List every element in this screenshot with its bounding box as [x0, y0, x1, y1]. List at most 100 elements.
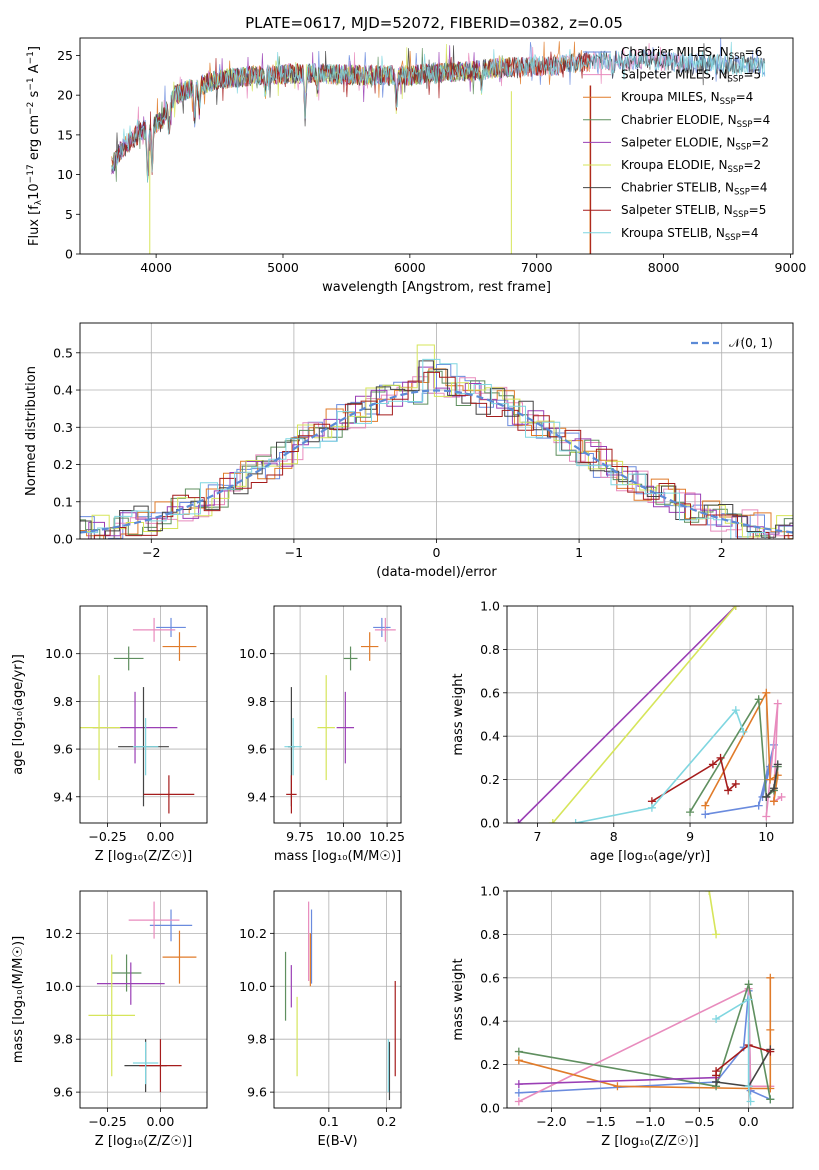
weight-line-kroupa-elodie: [708, 891, 717, 935]
x-tick-label: −1.5: [586, 1114, 616, 1129]
error-bars: [284, 901, 396, 1101]
legend-entry: Kroupa MILES, NSSP=4: [621, 90, 753, 107]
mass-vs-EBV-panel: 0.1 0.2 9.6 9.8 10.0 10.2 E(B-V): [239, 890, 402, 1149]
y-tick-label: 0.1: [53, 494, 73, 509]
plot-frame: [506, 890, 794, 1109]
y-tick-label: 1.0: [480, 884, 500, 899]
weight-line-salpeter-miles: [765, 703, 782, 817]
y-axis-label: mass weight: [451, 673, 466, 755]
y-axis-label: mass [log₁₀(M/M☉)]: [11, 936, 26, 1063]
x-tick-label: 4000: [140, 260, 172, 275]
x-tick-label: −0.5: [684, 1114, 714, 1129]
x-tick-label: −0.25: [88, 1114, 126, 1129]
weight-marker: [744, 980, 753, 989]
x-tick-label: 0.1: [319, 1114, 339, 1129]
figure-title: PLATE=0617, MJD=52072, FIBERID=0382, z=0…: [245, 14, 623, 32]
weight-marker: [769, 797, 778, 806]
weight-line-chabrier-miles: [518, 990, 771, 1101]
y-axis-label: age [log₁₀(age/yr)]: [11, 654, 26, 775]
weight-marker: [686, 808, 695, 817]
y-tick-label: 0.0: [480, 816, 500, 831]
x-axis-label: (data-model)/error: [376, 565, 497, 580]
weight-marker: [731, 779, 740, 788]
weight-marker: [766, 973, 775, 982]
x-tick-label: 10.25: [369, 829, 405, 844]
weight-marker: [731, 606, 740, 610]
weight-marker: [716, 753, 725, 762]
x-tick-label: −1.0: [635, 1114, 665, 1129]
weight-marker: [769, 784, 778, 793]
x-tick-label: 9000: [775, 260, 807, 275]
weight-marker: [514, 819, 523, 823]
weight-marker: [613, 1082, 622, 1091]
y-axis-label: Normed distribution: [24, 366, 39, 496]
weight-marker: [739, 727, 748, 736]
plot-frame: [273, 605, 402, 824]
legend-entry: 𝒩(0, 1): [729, 336, 773, 350]
weight-marker: [744, 995, 753, 1004]
weight-marker: [731, 706, 740, 715]
y-tick-label: 0.4: [480, 1014, 500, 1029]
error-bars: [284, 617, 396, 814]
histogram-salpeter-miles: [80, 376, 793, 539]
x-axis-label: E(B-V): [317, 1134, 357, 1149]
x-axis-label: Z [log₁₀(Z/Z☉)]: [601, 1134, 698, 1149]
y-tick-label: 0.4: [480, 729, 500, 744]
plot-frame: [79, 890, 208, 1109]
weight-line-kroupa-stelib: [715, 998, 752, 1102]
legend-entry: Chabrier STELIB, NSSP=4: [621, 181, 768, 198]
mass-vs-Z-panel: −0.25 0.00 9.6 9.8 10.0 10.2 Z [log₁₀(Z/Z☉)] ma…: [11, 890, 208, 1149]
weight-marker: [548, 819, 557, 823]
y-tick-label: 0.2: [53, 457, 73, 472]
spectrum-kroupa-stelib: [111, 41, 766, 183]
x-axis-label: Z [log₁₀(Z/Z☉)]: [95, 849, 192, 864]
weight-marker: [762, 792, 771, 801]
weight-marker: [766, 1047, 775, 1056]
weight-marker: [701, 801, 710, 810]
legend-entry: Salpeter ELODIE, NSSP=2: [621, 135, 769, 152]
plot-frame: [79, 322, 794, 540]
y-tick-label: 9.6: [53, 1085, 73, 1100]
y-tick-label: 1.0: [480, 599, 500, 614]
y-tick-label: 9.8: [53, 694, 73, 709]
x-tick-label: −0.25: [88, 829, 126, 844]
y-tick-label: 0.5: [53, 345, 73, 360]
x-tick-label: 7: [534, 829, 542, 844]
x-tick-label: 8000: [648, 260, 680, 275]
weight-marker: [571, 819, 580, 823]
y-tick-label: 9.6: [247, 1085, 267, 1100]
y-tick-label: 10.0: [239, 646, 267, 661]
histogram-salpeter-elodie: [80, 366, 793, 539]
weight-lines: [514, 606, 786, 823]
y-tick-label: 10.2: [45, 926, 73, 941]
histogram-chabrier-miles: [80, 364, 793, 539]
weight-marker: [705, 891, 714, 895]
legend-entry: Chabrier ELODIE, NSSP=4: [621, 113, 770, 130]
y-axis-label: Flux [fλ10−17 erg cm−2 s−1 A−1]: [26, 46, 44, 246]
plot-frame: [506, 605, 794, 824]
x-tick-label: −2: [142, 545, 160, 560]
y-tick-label: 9.4: [247, 789, 267, 804]
weight-marker: [746, 1097, 755, 1106]
x-tick-label: 6000: [394, 260, 426, 275]
y-tick-label: 0.2: [480, 772, 500, 787]
histogram-kroupa-stelib: [80, 358, 793, 539]
y-tick-label: 20: [57, 88, 73, 103]
weight-marker: [647, 803, 656, 812]
plot-frame: [273, 890, 402, 1109]
weight-marker: [701, 810, 710, 819]
weight-marker: [724, 786, 733, 795]
y-tick-label: 9.4: [53, 789, 73, 804]
y-tick-label: 10.0: [45, 979, 73, 994]
weight-lines: [514, 891, 775, 1106]
y-axis-label: mass weight: [451, 958, 466, 1040]
mass-weight-vs-Z-panel: −2.0 −1.5 −1.0 −0.5 0.0 0.0 0.2 0.4 0.6 0.8 1.0 Z […: [451, 884, 794, 1149]
y-tick-label: 0.2: [480, 1057, 500, 1072]
x-tick-label: 0.2: [377, 1114, 397, 1129]
x-tick-label: 9: [686, 829, 694, 844]
error-bars: [80, 617, 197, 814]
weight-marker: [773, 760, 782, 769]
weight-marker: [712, 930, 721, 939]
weight-marker: [762, 688, 771, 697]
